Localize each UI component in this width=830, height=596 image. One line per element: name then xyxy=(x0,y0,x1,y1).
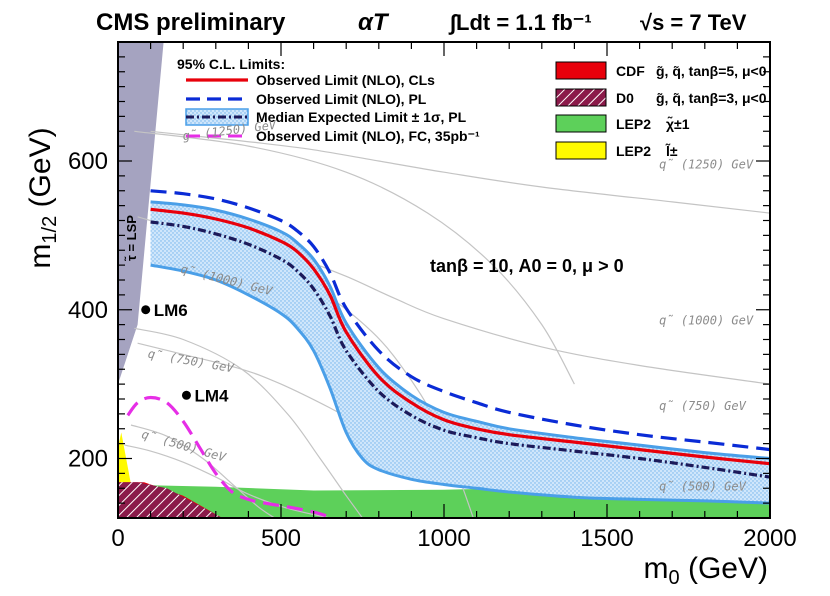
x-tick-label: 0 xyxy=(111,525,124,552)
y-tick-label: 200 xyxy=(68,446,108,473)
band-upper-edge xyxy=(150,200,770,460)
x-tick-label: 500 xyxy=(261,525,301,552)
band-lower-edge xyxy=(150,263,770,505)
legend-entry-fc: Observed Limit (NLO), FC, 35pb⁻¹ xyxy=(256,128,480,144)
legend-swatch-cdf xyxy=(555,61,607,80)
legend-right: CDF g̃, q̃, tanβ=5, μ<0 D0 g̃, q̃, tanβ=… xyxy=(555,61,767,160)
d0-region xyxy=(118,482,223,518)
benchmark-point xyxy=(181,390,191,400)
legend-lep2-slepton-label: LEP2 xyxy=(616,143,651,159)
contour-label-right: q̃ (500) GeV xyxy=(659,479,746,493)
expected-band xyxy=(150,200,770,505)
legend-left: 95% C.L. Limits: Observed Limit (NLO), C… xyxy=(177,56,480,144)
expected-band-fill xyxy=(150,201,770,504)
benchmark-label: LM6 xyxy=(154,301,188,320)
contour-label-right: q̃ (750) GeV xyxy=(659,399,746,413)
luminosity-label: ∫Ldt = 1.1 fb⁻¹ xyxy=(448,10,592,35)
contour-label-right: q̃ (1000) GeV xyxy=(659,314,754,328)
legend-swatch-lep2-slepton xyxy=(555,141,607,160)
squark-contour xyxy=(134,130,575,385)
legend-cdf-sub: g̃, q̃, tanβ=5, μ<0 xyxy=(656,63,767,79)
x-tick-label: 1500 xyxy=(580,525,633,552)
observed-limit-fc-line xyxy=(126,395,334,518)
x-tick-label: 1000 xyxy=(417,525,470,552)
contour-label-left: q̃ (500) GeV xyxy=(140,427,228,465)
legend-lep2-chargino-sub: χ̃±1 xyxy=(666,115,690,132)
analysis-label: αT xyxy=(358,9,390,36)
legend-d0-sub: g̃, q̃, tanβ=3, μ<0 xyxy=(656,90,767,106)
legend-d0-label: D0 xyxy=(616,90,634,106)
observed-limit-pl-line xyxy=(150,189,770,452)
benchmark-points: LM6 LM4 xyxy=(141,301,229,405)
experiment-label: CMS preliminary xyxy=(96,9,286,36)
header: CMS preliminary αT ∫Ldt = 1.1 fb⁻¹ √s = … xyxy=(96,9,747,36)
y-tick-label: 600 xyxy=(68,148,108,175)
axis-ticks xyxy=(117,41,771,518)
legend-lep2-chargino-label: LEP2 xyxy=(616,116,651,132)
stau-lsp-label: τ̃ = LSP xyxy=(124,215,139,261)
legend-cdf-label: CDF xyxy=(616,63,645,79)
legend-title: 95% C.L. Limits: xyxy=(177,56,285,72)
legend-swatch-lep2-chargino xyxy=(555,114,607,133)
y-tick-label: 400 xyxy=(68,297,108,324)
legend-entry-observed-pl: Observed Limit (NLO), PL xyxy=(256,91,427,107)
legend-swatch-d0 xyxy=(555,88,607,107)
benchmark-label: LM4 xyxy=(194,386,229,405)
energy-label: √s = 7 TeV xyxy=(640,10,747,35)
gluino-contour xyxy=(150,130,770,214)
legend-lep2-slepton-sub: l̃± xyxy=(665,142,678,159)
squark-contour xyxy=(134,327,363,518)
tick-labels: 0 500 1000 1500 2000 200 400 600 xyxy=(68,148,797,552)
squark-contour xyxy=(130,424,275,518)
limit-lines xyxy=(126,189,770,518)
x-tick-label: 2000 xyxy=(743,525,796,552)
legend-entry-expected: Median Expected Limit ± 1σ, PL xyxy=(256,109,467,125)
contour-label-right: q̃ (1250) GeV xyxy=(659,157,754,171)
benchmark-point xyxy=(141,305,151,315)
legend-entry-observed-cls: Observed Limit (NLO), CLs xyxy=(256,72,435,88)
expected-limit-line xyxy=(150,220,770,479)
parameter-annotation: tanβ = 10, A0 = 0, μ > 0 xyxy=(430,256,624,276)
y-axis-label: m1/2 (GeV) xyxy=(24,127,61,268)
x-axis-label: m0 (GeV) xyxy=(644,552,768,589)
contour-label-left: q̃ (750) GeV xyxy=(147,347,236,376)
observed-limit-cls-line xyxy=(150,207,770,466)
